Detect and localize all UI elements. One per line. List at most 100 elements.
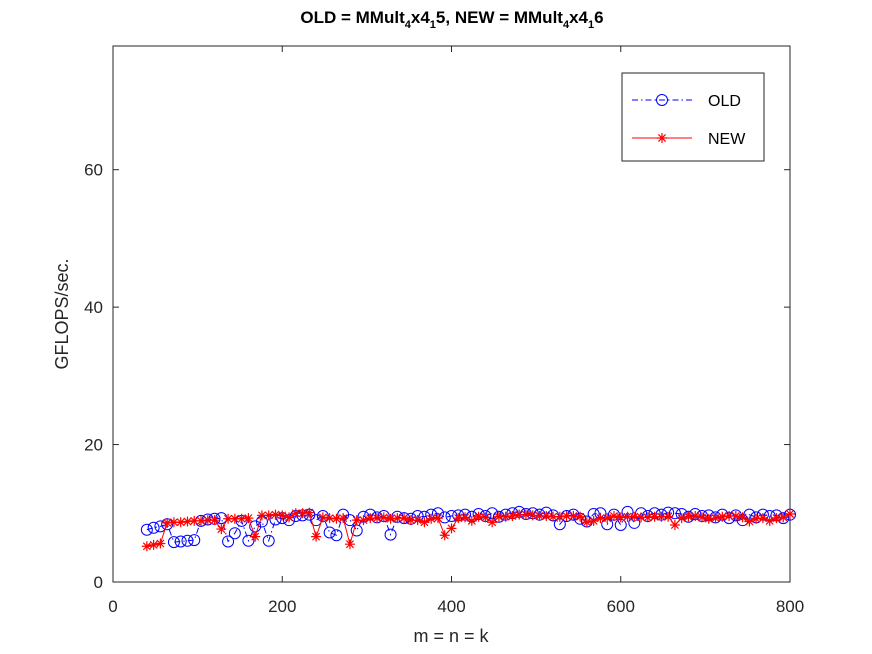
legend-box: [621, 72, 765, 162]
data-point: [263, 510, 274, 521]
data-point: [243, 513, 254, 524]
data-point: [372, 513, 383, 524]
data-point: [493, 511, 504, 522]
series-new: [141, 507, 795, 552]
data-point: [189, 515, 200, 526]
data-point: [242, 534, 255, 547]
x-axis-label: m = n = k: [413, 626, 489, 646]
x-tick-label: 400: [437, 597, 465, 616]
data-point: [527, 510, 538, 521]
data-point: [649, 511, 660, 522]
data-point: [330, 529, 343, 542]
data-point: [534, 511, 545, 522]
data-point: [676, 513, 687, 524]
data-point: [323, 526, 336, 539]
data-point: [548, 511, 559, 522]
series-line-old: [146, 510, 791, 543]
data-point: [520, 509, 531, 520]
data-point: [162, 517, 173, 528]
x-tick-label: 200: [268, 597, 296, 616]
data-point: [669, 519, 680, 530]
data-point: [324, 513, 335, 524]
data-point: [270, 509, 281, 520]
data-point: [744, 516, 755, 527]
data-point: [554, 511, 565, 522]
data-point: [595, 513, 606, 524]
data-point: [439, 530, 450, 541]
data-point: [236, 513, 247, 524]
x-tick-label: 600: [607, 597, 635, 616]
data-point: [141, 541, 152, 552]
data-point: [223, 513, 234, 524]
data-point: [778, 512, 789, 523]
data-point: [147, 521, 160, 534]
data-point: [284, 512, 295, 523]
data-point: [188, 534, 201, 547]
y-tick-label: 20: [84, 436, 103, 455]
legend-marker-new: [657, 133, 667, 143]
data-point: [229, 513, 240, 524]
data-point: [378, 512, 389, 523]
data-point: [392, 513, 403, 524]
data-point: [514, 509, 525, 520]
data-point: [663, 511, 674, 522]
data-point: [304, 507, 315, 518]
data-point: [155, 538, 166, 549]
data-point: [412, 515, 423, 526]
data-point: [785, 508, 795, 519]
x-tick-label: 0: [108, 597, 117, 616]
data-point: [174, 535, 187, 548]
chart-title: OLD = MMult4x415, NEW = MMult4x416: [300, 8, 603, 31]
y-tick-label: 40: [84, 298, 103, 317]
data-point: [297, 508, 308, 519]
y-tick-label: 60: [84, 161, 103, 180]
data-point: [636, 512, 647, 523]
data-point: [317, 512, 328, 523]
data-point: [344, 539, 355, 550]
data-point: [608, 511, 619, 522]
data-point: [216, 524, 227, 535]
data-point: [703, 513, 714, 524]
data-point: [419, 517, 430, 528]
data-point: [277, 510, 288, 521]
data-point: [622, 511, 633, 522]
data-point: [696, 512, 707, 523]
y-axis-label: GFLOPS/sec.: [52, 258, 72, 369]
data-point: [262, 534, 275, 547]
data-point: [256, 510, 267, 521]
data-point: [290, 508, 301, 519]
data-point: [182, 516, 193, 527]
data-point: [140, 523, 153, 536]
data-point: [473, 511, 484, 522]
data-point: [196, 515, 207, 526]
data-point: [209, 515, 220, 526]
data-point: [358, 515, 369, 526]
data-point: [500, 511, 511, 522]
data-point: [460, 512, 471, 523]
data-point: [568, 511, 579, 522]
data-point: [222, 535, 235, 548]
data-point: [331, 513, 342, 524]
data-point: [717, 511, 728, 522]
data-point: [351, 515, 362, 526]
data-point: [365, 513, 376, 524]
data-point: [764, 515, 775, 526]
data-point: [168, 517, 179, 528]
data-point: [602, 513, 613, 524]
y-tick-label: 0: [94, 573, 103, 592]
data-point: [581, 517, 592, 528]
data-point: [432, 513, 443, 524]
data-point: [480, 512, 491, 523]
data-point: [730, 511, 741, 522]
data-point: [466, 515, 477, 526]
data-point: [453, 513, 464, 524]
data-point: [148, 539, 159, 550]
data-point: [384, 528, 397, 541]
data-point: [656, 511, 667, 522]
data-point: [561, 511, 572, 522]
legend-label-old: OLD: [708, 93, 741, 110]
data-point: [615, 512, 626, 523]
data-point: [202, 515, 213, 526]
legend: OLD NEW: [621, 72, 765, 162]
data-point: [541, 511, 552, 522]
